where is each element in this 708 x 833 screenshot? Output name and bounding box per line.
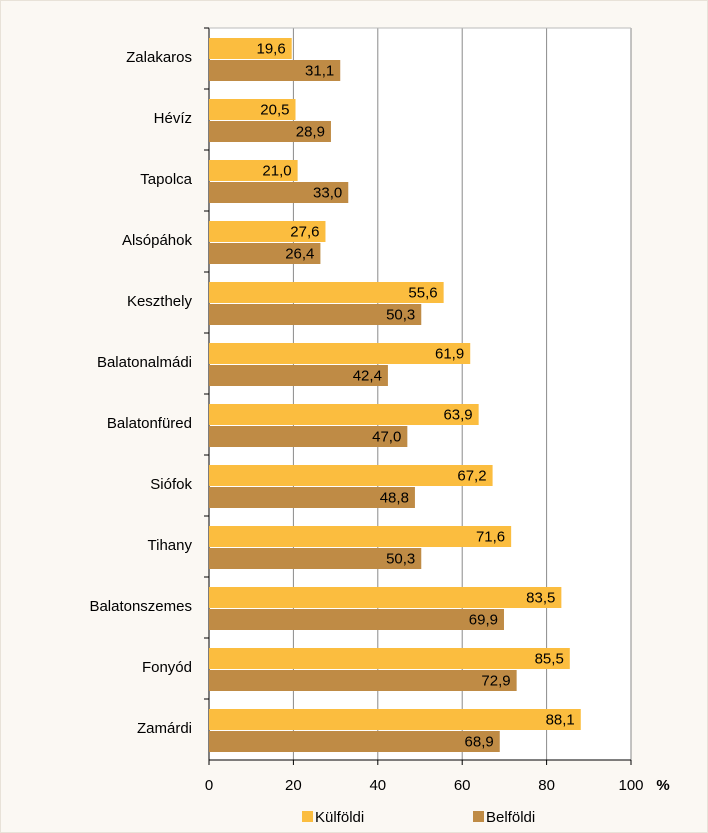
legend-label: Belföldi: [486, 809, 535, 826]
y-tick-label: Siófok: [150, 476, 192, 493]
bar: [209, 221, 326, 242]
value-label: 68,9: [465, 733, 494, 750]
value-label: 28,9: [296, 123, 325, 140]
bar: [209, 426, 408, 447]
y-tick-label: Balatonfüred: [107, 415, 192, 432]
value-label: 20,5: [260, 101, 289, 118]
bar: [209, 465, 493, 486]
bar: [209, 38, 292, 59]
x-tick-label: 100: [618, 777, 643, 794]
legend-swatch: [473, 811, 484, 822]
x-axis-label: %: [656, 777, 669, 794]
bar: [209, 304, 422, 325]
bar: [209, 243, 321, 264]
value-label: 26,4: [285, 245, 314, 262]
bar: [209, 365, 388, 386]
value-label: 47,0: [372, 428, 401, 445]
y-tick-label: Tapolca: [140, 171, 192, 188]
x-tick-label: 0: [205, 777, 213, 794]
bar: [209, 121, 331, 142]
plot-area: [209, 28, 631, 760]
value-label: 61,9: [435, 345, 464, 362]
bar: [209, 648, 570, 669]
value-label: 69,9: [469, 611, 498, 628]
bar: [209, 587, 562, 608]
bar: [209, 404, 479, 425]
legend-swatch: [302, 811, 313, 822]
bar: [209, 182, 349, 203]
value-label: 31,1: [305, 62, 334, 79]
value-label: 63,9: [443, 406, 472, 423]
y-tick-label: Fonyód: [142, 659, 192, 676]
value-label: 33,0: [313, 184, 342, 201]
value-label: 21,0: [262, 162, 291, 179]
bar: [209, 731, 500, 752]
bar: [209, 160, 298, 181]
y-tick-label: Balatonszemes: [89, 598, 192, 615]
y-tick-label: Alsópáhok: [122, 232, 193, 249]
value-label: 72,9: [481, 672, 510, 689]
bar: [209, 487, 415, 508]
value-label: 50,3: [386, 550, 415, 567]
bar: [209, 526, 512, 547]
bar: [209, 670, 517, 691]
bar: [209, 609, 504, 630]
x-tick-label: 80: [538, 777, 555, 794]
x-tick-label: 40: [369, 777, 386, 794]
y-tick-label: Zalakaros: [126, 49, 192, 66]
bar: [209, 343, 471, 364]
value-label: 48,8: [380, 489, 409, 506]
y-tick-label: Zamárdi: [137, 720, 192, 737]
value-label: 88,1: [546, 711, 575, 728]
legend-label: Külföldi: [315, 809, 364, 826]
bar: [209, 282, 444, 303]
bar: [209, 548, 422, 569]
value-label: 67,2: [457, 467, 486, 484]
y-tick-label: Tihany: [148, 537, 193, 554]
bar: [209, 60, 341, 81]
y-tick-label: Keszthely: [127, 293, 193, 310]
value-label: 42,4: [353, 367, 382, 384]
value-label: 83,5: [526, 589, 555, 606]
y-tick-label: Balatonalmádi: [97, 354, 192, 371]
x-tick-label: 20: [285, 777, 302, 794]
bar: [209, 99, 296, 120]
value-label: 55,6: [408, 284, 437, 301]
value-label: 19,6: [257, 40, 286, 57]
value-label: 71,6: [476, 528, 505, 545]
value-label: 85,5: [535, 650, 564, 667]
x-tick-label: 60: [454, 777, 471, 794]
y-tick-label: Hévíz: [154, 110, 192, 127]
value-label: 50,3: [386, 306, 415, 323]
bar: [209, 709, 581, 730]
value-label: 27,6: [290, 223, 319, 240]
